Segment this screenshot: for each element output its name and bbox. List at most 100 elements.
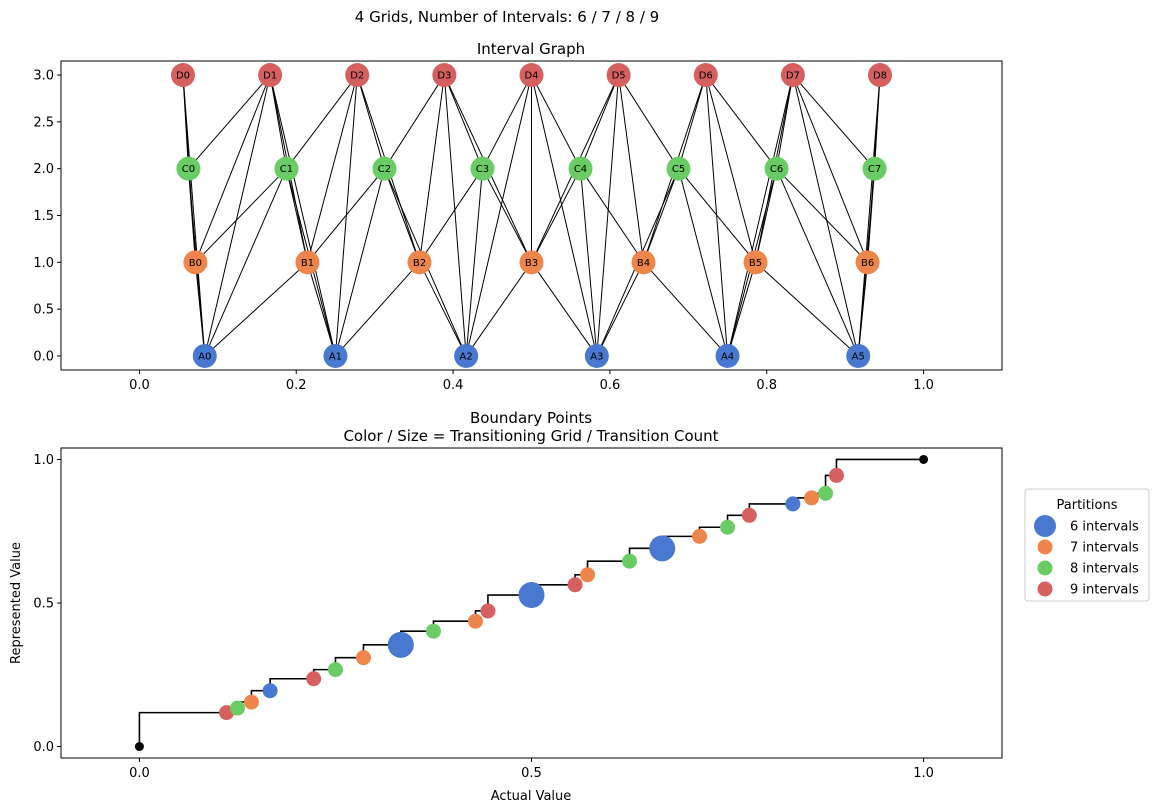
- graph-edge: [384, 74, 445, 169]
- graph-node: [666, 156, 691, 181]
- graph-edge: [356, 74, 385, 169]
- graph-edge: [678, 74, 707, 169]
- graph-node: [345, 63, 370, 88]
- boundary-point: [518, 582, 545, 609]
- x-tick-label: 0.6: [600, 378, 621, 393]
- graph-edge: [705, 74, 757, 263]
- x-tick-label: 0.2: [286, 378, 307, 393]
- interval-graph-title: Interval Graph: [477, 40, 585, 58]
- graph-node-label: A1: [329, 351, 342, 362]
- legend-items: 6 intervals 7 intervals 8 intervals 9 inter…: [1034, 515, 1139, 598]
- graph-edge: [419, 262, 467, 357]
- legend-label: 8 intervals: [1070, 562, 1139, 577]
- graph-edge: [269, 74, 287, 169]
- graph-edge: [443, 74, 483, 169]
- graph-edge: [792, 74, 869, 263]
- legend-label: 6 intervals: [1070, 520, 1139, 535]
- graph-edge: [580, 168, 644, 263]
- y-tick-label: 1.5: [33, 209, 54, 224]
- graph-edge: [286, 74, 358, 169]
- graph-node-label: B4: [637, 258, 650, 269]
- graph-edge: [182, 75, 206, 356]
- graph-node: [862, 156, 887, 181]
- legend-marker: [1034, 515, 1056, 537]
- graph-node: [432, 63, 457, 88]
- boundary-point: [480, 603, 496, 619]
- graph-node-label: A5: [852, 351, 865, 362]
- boundary-point: [818, 485, 834, 501]
- boundary-point: [262, 683, 278, 699]
- graph-node: [743, 250, 768, 275]
- graph-node-label: C2: [378, 164, 391, 175]
- graph-node-label: C0: [182, 164, 195, 175]
- graph-edge: [580, 168, 598, 356]
- graph-node: [170, 63, 195, 88]
- graph-node-label: D8: [873, 71, 887, 82]
- boundary-points-y-ticks: 0.0 0.5 1.0: [33, 453, 61, 755]
- endpoint-marker: [134, 742, 144, 752]
- legend-frame: [1024, 488, 1150, 602]
- graph-node: [176, 156, 201, 181]
- graph-node: [855, 250, 880, 275]
- graph-edge: [182, 75, 189, 169]
- graph-edge: [195, 168, 287, 263]
- graph-node: [693, 63, 718, 88]
- graph-edge: [874, 75, 881, 169]
- graph-node-label: D5: [612, 71, 626, 82]
- graph-node: [183, 250, 208, 275]
- graph-edge: [269, 74, 336, 357]
- graph-edge: [419, 168, 483, 263]
- graph-edge: [678, 168, 756, 263]
- graph-edge: [727, 74, 794, 357]
- graph-edge: [188, 74, 271, 170]
- y-tick-label: 2.5: [33, 115, 54, 130]
- x-tick-label: 0.0: [129, 378, 150, 393]
- graph-edge: [678, 168, 729, 357]
- graph-node: [584, 343, 609, 368]
- graph-node: [470, 156, 495, 181]
- graph-node-label: C6: [770, 164, 783, 175]
- legend-marker: [1037, 560, 1053, 576]
- x-tick-label: 0.8: [756, 378, 777, 393]
- graph-node-label: D6: [699, 71, 713, 82]
- graph-edge: [531, 168, 581, 263]
- figure-suptitle: 4 Grids, Number of Intervals: 6 / 7 / 8 …: [355, 8, 659, 26]
- boundary-point: [467, 613, 483, 629]
- graph-node-label: C5: [672, 164, 685, 175]
- graph-node: [780, 63, 805, 88]
- graph-node: [868, 63, 893, 88]
- interval-graph-edges: [182, 74, 881, 357]
- boundary-points-axes: Boundary Points Color / Size = Transitio…: [9, 409, 1003, 804]
- graph-node: [407, 250, 432, 275]
- boundary-point: [741, 507, 757, 523]
- graph-node-label: B0: [189, 258, 202, 269]
- graph-edge: [306, 74, 358, 263]
- graph-node-label: C4: [574, 164, 587, 175]
- graph-node-label: D7: [786, 71, 800, 82]
- graph-edge: [596, 262, 644, 357]
- x-tick-label: 0.5: [521, 766, 542, 781]
- graph-edge: [334, 168, 385, 357]
- graph-node-label: C7: [868, 164, 881, 175]
- graph-edge: [204, 261, 308, 357]
- boundary-point: [692, 528, 708, 544]
- graph-node: [372, 156, 397, 181]
- graph-node-label: A4: [721, 351, 734, 362]
- graph-node-label: D0: [176, 71, 190, 82]
- boundary-points-xlabel: Actual Value: [491, 789, 572, 804]
- graph-edge: [776, 168, 859, 357]
- y-tick-label: 0.5: [33, 303, 54, 318]
- interval-graph-y-ticks: 0.0 0.5 1.0 1.5 2.0 2.5 3.0: [33, 69, 61, 364]
- legend-marker: [1037, 539, 1053, 555]
- graph-edge: [643, 261, 728, 357]
- x-tick-label: 1.0: [913, 766, 934, 781]
- graph-node: [764, 156, 789, 181]
- endpoint-marker: [919, 454, 929, 464]
- graph-node: [519, 250, 544, 275]
- graph-edge: [857, 75, 881, 356]
- boundary-point: [425, 623, 441, 639]
- y-tick-label: 2.0: [33, 162, 54, 177]
- graph-edge: [531, 262, 598, 357]
- graph-node-label: B2: [413, 258, 426, 269]
- graph-node-label: B3: [525, 258, 538, 269]
